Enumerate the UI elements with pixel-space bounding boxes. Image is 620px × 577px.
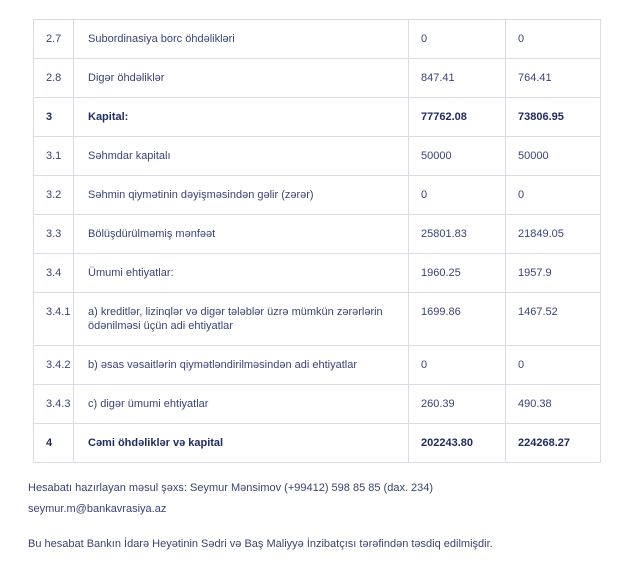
row-label-cell: Səhmin qiymətinin dəyişməsindən gəlir (z…	[73, 175, 409, 215]
table-row: 3.3 Bölüşdürülməmiş mənfəət 25801.83 21849.…	[33, 214, 601, 254]
value-previous-cell: 490.38	[505, 384, 601, 424]
table-row: 3.4 Ümumi ehtiyatlar: 1960.25 1957.9	[33, 253, 601, 293]
table-row: 3.1 Səhmdar kapitalı 50000 50000	[33, 136, 601, 176]
row-number-cell: 3	[33, 97, 74, 137]
table-row: 3.4.2 b) əsas vəsaitlərin qiymətləndirilm…	[33, 345, 601, 385]
table-row: 2.8 Digər öhdəliklər 847.41 764.41	[33, 58, 601, 98]
table-row: 3.4.1 a) kreditlər, lizinqlər və digər tə…	[33, 292, 601, 346]
row-label-cell: a) kreditlər, lizinqlər və digər tələblə…	[73, 292, 409, 346]
row-number-cell: 3.4.3	[33, 384, 74, 424]
table-row: 3 Kapital: 77762.08 73806.95	[33, 97, 601, 137]
value-current-cell: 0	[408, 345, 506, 385]
value-previous-cell: 764.41	[505, 58, 601, 98]
row-label-cell: Digər öhdəliklər	[73, 58, 409, 98]
value-current-cell: 1960.25	[408, 253, 506, 293]
preparer-line: Hesabatı hazırlayan məsul şəxs: Seymur M…	[28, 482, 434, 494]
row-label-cell: Səhmdar kapitalı	[73, 136, 409, 176]
row-number-cell: 3.4	[33, 253, 74, 293]
balance-table-body: 2.7 Subordinasiya borc öhdəlikləri 0 0 2.8 Di…	[33, 19, 601, 463]
preparer-email: seymur.m@bankavrasiya.az	[28, 503, 167, 515]
value-previous-cell: 21849.05	[505, 214, 601, 254]
balance-sheet-table: 2.7 Subordinasiya borc öhdəlikləri 0 0 2.8 Di…	[33, 19, 601, 463]
report-footer: Hesabatı hazırlayan məsul şəxs: Seymur M…	[28, 478, 603, 555]
value-current-cell: 1699.86	[408, 292, 506, 346]
row-number-cell: 3.2	[33, 175, 74, 215]
row-label-cell: Bölüşdürülməmiş mənfəət	[73, 214, 409, 254]
table-row: 3.2 Səhmin qiymətinin dəyişməsindən gəlir…	[33, 175, 601, 215]
value-current-cell: 260.39	[408, 384, 506, 424]
row-number-cell: 2.8	[33, 58, 74, 98]
value-current-cell: 202243.80	[408, 423, 506, 463]
row-number-cell: 3.1	[33, 136, 74, 176]
row-label-cell: b) əsas vəsaitlərin qiymətləndirilməsind…	[73, 345, 409, 385]
row-number-cell: 3.3	[33, 214, 74, 254]
row-label-cell: Cəmi öhdəliklər və kapital	[73, 423, 409, 463]
value-previous-cell: 50000	[505, 136, 601, 176]
value-previous-cell: 0	[505, 19, 601, 59]
table-row: 2.7 Subordinasiya borc öhdəlikləri 0 0	[33, 19, 601, 59]
row-label-cell: Ümumi ehtiyatlar:	[73, 253, 409, 293]
row-label-cell: Kapital:	[73, 97, 409, 137]
row-number-cell: 3.4.2	[33, 345, 74, 385]
approval-line: Bu hesabat Bankın İdarə Heyətinin Sədri …	[28, 538, 493, 550]
value-current-cell: 25801.83	[408, 214, 506, 254]
value-previous-cell: 73806.95	[505, 97, 601, 137]
value-previous-cell: 224268.27	[505, 423, 601, 463]
row-number-cell: 3.4.1	[33, 292, 74, 346]
row-label-cell: Subordinasiya borc öhdəlikləri	[73, 19, 409, 59]
value-current-cell: 847.41	[408, 58, 506, 98]
value-current-cell: 0	[408, 175, 506, 215]
row-number-cell: 2.7	[33, 19, 74, 59]
value-previous-cell: 1957.9	[505, 253, 601, 293]
value-current-cell: 50000	[408, 136, 506, 176]
value-current-cell: 77762.08	[408, 97, 506, 137]
table-row: 4 Cəmi öhdəliklər və kapital 202243.80 2242…	[33, 423, 601, 463]
table-row: 3.4.3 c) digər ümumi ehtiyatlar 260.39 490.…	[33, 384, 601, 424]
value-previous-cell: 0	[505, 175, 601, 215]
value-current-cell: 0	[408, 19, 506, 59]
value-previous-cell: 0	[505, 345, 601, 385]
value-previous-cell: 1467.52	[505, 292, 601, 346]
row-number-cell: 4	[33, 423, 74, 463]
row-label-cell: c) digər ümumi ehtiyatlar	[73, 384, 409, 424]
